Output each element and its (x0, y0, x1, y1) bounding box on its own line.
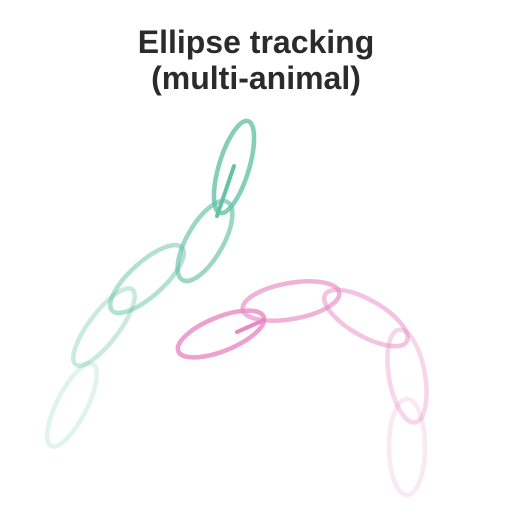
animal-2-ellipse-frame-5 (175, 308, 267, 360)
title-line-2: (multi-animal) (151, 60, 361, 96)
animal-1-ellipse-frame-1 (44, 361, 100, 449)
animal-1-ellipse-frame-2 (71, 286, 137, 368)
animal-2-heading-line (235, 318, 266, 334)
animal-2-ellipse-frame-3 (322, 287, 410, 349)
animal-1-heading-line (215, 164, 236, 218)
title-line-1: Ellipse tracking (137, 24, 375, 60)
animal-2-ellipse-frame-4 (240, 279, 342, 323)
animal-1-ellipse-frame-4 (175, 198, 235, 284)
track-animal-1 (44, 118, 257, 449)
animal-2-ellipse-frame-2 (385, 327, 429, 425)
figure-title: Ellipse tracking (multi-animal) (0, 24, 512, 96)
track-animal-2 (175, 279, 429, 498)
animal-2-ellipse-frame-1 (386, 396, 428, 498)
